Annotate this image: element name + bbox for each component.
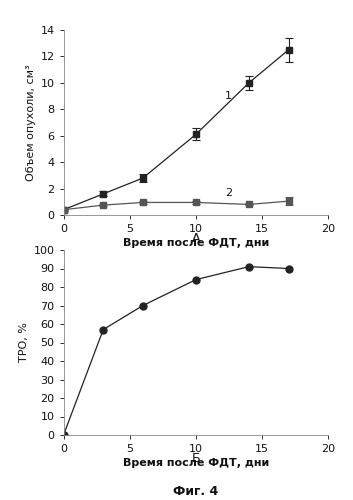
- Y-axis label: ТРО, %: ТРО, %: [19, 322, 29, 362]
- Text: A: A: [192, 232, 200, 245]
- Y-axis label: Объем опухоли, см³: Объем опухоли, см³: [26, 64, 36, 181]
- X-axis label: Время после ФДТ, дни: Время после ФДТ, дни: [123, 238, 269, 248]
- Text: Б: Б: [192, 452, 200, 466]
- Text: 1: 1: [225, 90, 232, 101]
- X-axis label: Время после ФДТ, дни: Время после ФДТ, дни: [123, 458, 269, 468]
- Text: 2: 2: [225, 188, 232, 198]
- Text: Фиг. 4: Фиг. 4: [173, 485, 219, 498]
